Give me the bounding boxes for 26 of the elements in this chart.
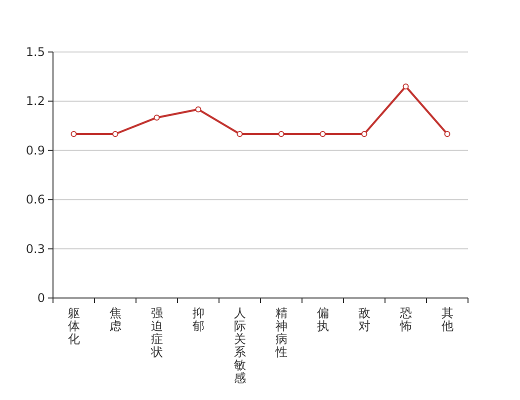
y-tick-label: 0.3	[26, 242, 45, 256]
x-tick-label: 恐怖	[398, 306, 412, 333]
x-tick-label: 强迫症状	[150, 306, 163, 359]
x-tick-label: 偏执	[316, 306, 329, 333]
x-tick-label: 精神病性	[274, 306, 288, 359]
y-tick-label: 0	[37, 291, 45, 305]
point	[278, 131, 284, 137]
y-tick-label: 1.5	[26, 45, 45, 59]
point	[112, 131, 118, 137]
point	[70, 131, 77, 137]
point	[444, 131, 450, 137]
point	[195, 106, 202, 112]
y-tick-label: 1.2	[26, 94, 45, 108]
point	[361, 131, 368, 137]
y-tick-label: 0.6	[26, 192, 45, 207]
x-tick-label: 抑郁	[192, 306, 204, 333]
x-tick-label: 其他	[441, 306, 454, 333]
x-tick-label: 人际关系敏感	[234, 306, 246, 385]
point	[236, 131, 243, 137]
x-tick-label: 焦虑	[109, 306, 122, 333]
point	[402, 83, 409, 90]
y-tick-label: 0.9	[26, 143, 45, 158]
x-tick-label: 躯体化	[68, 306, 80, 346]
point	[154, 114, 160, 121]
point	[320, 131, 326, 137]
x-tick-label: 敌对	[358, 306, 370, 333]
